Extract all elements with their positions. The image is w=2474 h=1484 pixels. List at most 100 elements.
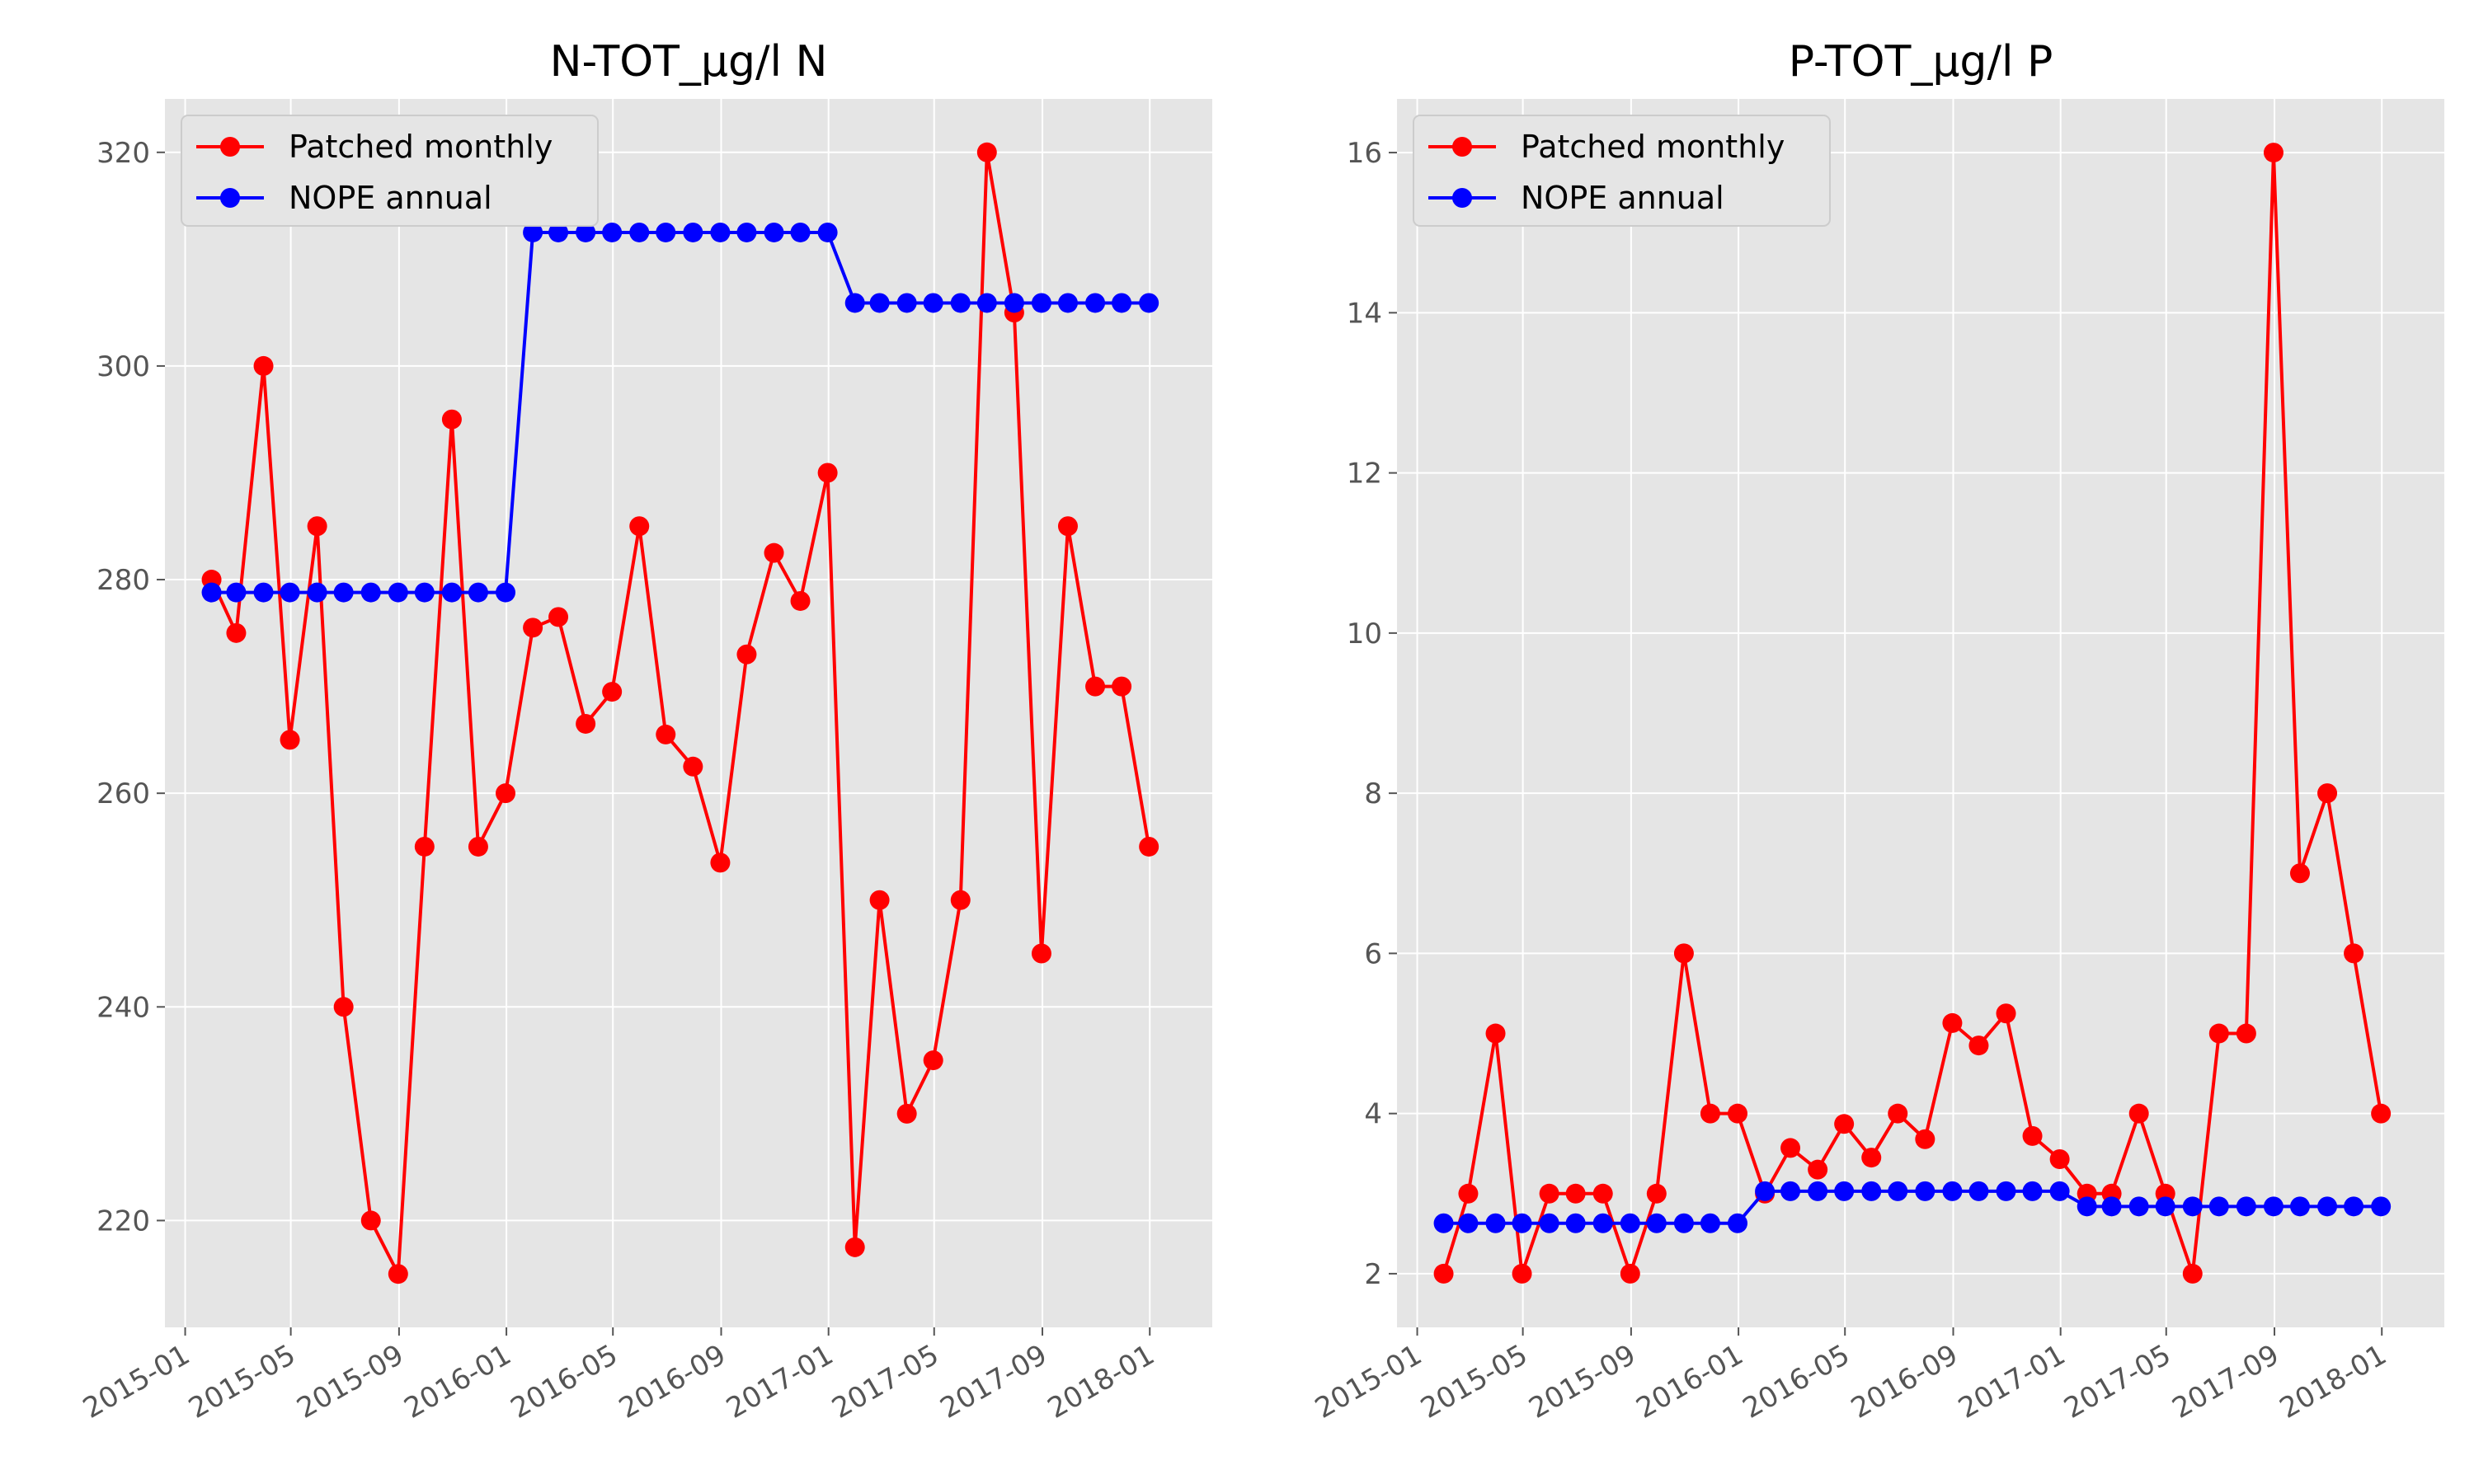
- legend-marker: [220, 188, 240, 208]
- data-point: [2049, 1181, 2070, 1201]
- data-point: [844, 1237, 865, 1257]
- data-point: [1031, 943, 1051, 964]
- data-point: [523, 618, 543, 638]
- legend-marker: [1452, 188, 1472, 208]
- data-point: [1942, 1181, 1963, 1201]
- data-point: [1808, 1181, 1828, 1201]
- data-point: [683, 756, 703, 777]
- y-tick-label: 4: [1364, 1098, 1382, 1131]
- data-point: [844, 293, 865, 313]
- y-tick-label: 280: [96, 564, 150, 597]
- series-1: [201, 142, 1159, 1284]
- data-point: [253, 355, 274, 376]
- data-point: [1057, 516, 1078, 537]
- x-tick-label: 2015-09: [1523, 1338, 1641, 1425]
- data-point: [388, 582, 408, 603]
- data-point: [2317, 783, 2338, 804]
- y-tick-label: 14: [1347, 297, 1382, 330]
- data-point: [1646, 1183, 1667, 1204]
- series-line: [209, 150, 1151, 1276]
- data-point: [414, 582, 435, 603]
- data-point: [1539, 1213, 1559, 1233]
- data-point: [1673, 1213, 1694, 1233]
- x-tick-label: 2017-05: [826, 1338, 944, 1425]
- chart-title: P-TOT_µg/l P: [1789, 37, 2053, 87]
- data-point: [1085, 293, 1106, 313]
- x-tick-label: 2016-09: [1846, 1338, 1964, 1425]
- legend: Patched monthly NOPE annual: [181, 115, 599, 227]
- data-point: [1620, 1263, 1640, 1284]
- data-point: [1139, 836, 1159, 857]
- data-point: [1458, 1213, 1479, 1233]
- chart-panel-2: 2 4 6 8 10 12 14 16 2015-012015-052015-092016-01…: [1310, 37, 2444, 1425]
- data-point: [1888, 1103, 1908, 1124]
- series-2: [1433, 1181, 2392, 1233]
- data-point: [710, 852, 731, 873]
- x-tick-label: 2018-01: [1042, 1338, 1160, 1425]
- data-point: [1139, 293, 1159, 313]
- data-point: [1458, 1183, 1479, 1204]
- data-point: [441, 409, 462, 430]
- y-tick-label: 6: [1364, 937, 1382, 970]
- data-point: [1700, 1103, 1720, 1124]
- data-point: [1861, 1148, 1882, 1168]
- data-point: [253, 582, 274, 603]
- x-tick-label: 2016-01: [399, 1338, 517, 1425]
- x-tick-label: 2016-05: [506, 1338, 623, 1425]
- data-point: [2128, 1103, 2149, 1124]
- data-point: [1433, 1213, 1454, 1233]
- data-point: [523, 222, 543, 242]
- data-point: [869, 890, 890, 910]
- chart-title: N-TOT_µg/l N: [550, 37, 828, 87]
- legend-label: Patched monthly: [1521, 129, 1785, 165]
- data-point: [1620, 1213, 1640, 1233]
- data-point: [683, 222, 703, 242]
- data-point: [468, 836, 488, 857]
- x-tick-label: 2016-01: [1631, 1338, 1749, 1425]
- data-point: [736, 222, 757, 242]
- legend: Patched monthly NOPE annual: [1413, 115, 1831, 227]
- data-point: [280, 730, 300, 750]
- x-tick-label: 2015-01: [78, 1338, 195, 1425]
- data-point: [1485, 1213, 1506, 1233]
- data-point: [1996, 1181, 2016, 1201]
- data-point: [1565, 1183, 1586, 1204]
- y-tick-label: 220: [96, 1205, 150, 1237]
- data-point: [896, 1103, 917, 1124]
- data-point: [1834, 1181, 1855, 1201]
- data-point: [1968, 1036, 1989, 1056]
- data-point: [656, 724, 676, 744]
- data-point: [333, 997, 354, 1017]
- data-point: [2317, 1196, 2338, 1217]
- data-point: [2022, 1181, 2043, 1201]
- data-point: [441, 582, 462, 603]
- y-tick-label: 240: [96, 991, 150, 1024]
- y-tick-label: 2: [1364, 1258, 1382, 1291]
- data-point: [1968, 1181, 1989, 1201]
- data-point: [629, 516, 650, 537]
- data-point: [817, 222, 838, 242]
- data-point: [280, 582, 300, 603]
- x-tick-label: 2015-05: [1415, 1338, 1533, 1425]
- data-point: [2263, 143, 2284, 163]
- x-tick-label: 2017-09: [2166, 1338, 2284, 1425]
- data-point: [576, 713, 596, 734]
- data-point: [1031, 293, 1051, 313]
- legend-label: Patched monthly: [289, 129, 553, 165]
- data-point: [1057, 293, 1078, 313]
- y-tick-label: 260: [96, 777, 150, 810]
- data-point: [2289, 1196, 2310, 1217]
- data-point: [1996, 1003, 2016, 1024]
- data-point: [1085, 676, 1106, 697]
- x-tick-label: 2018-01: [2274, 1338, 2392, 1425]
- data-point: [2049, 1149, 2070, 1170]
- legend-marker: [1452, 137, 1472, 157]
- legend-label: NOPE annual: [289, 180, 492, 216]
- data-point: [2101, 1196, 2122, 1217]
- data-point: [1592, 1213, 1613, 1233]
- y-tick-label: 12: [1347, 458, 1382, 491]
- data-point: [1700, 1213, 1720, 1233]
- data-point: [1942, 1012, 1963, 1033]
- data-point: [307, 582, 327, 603]
